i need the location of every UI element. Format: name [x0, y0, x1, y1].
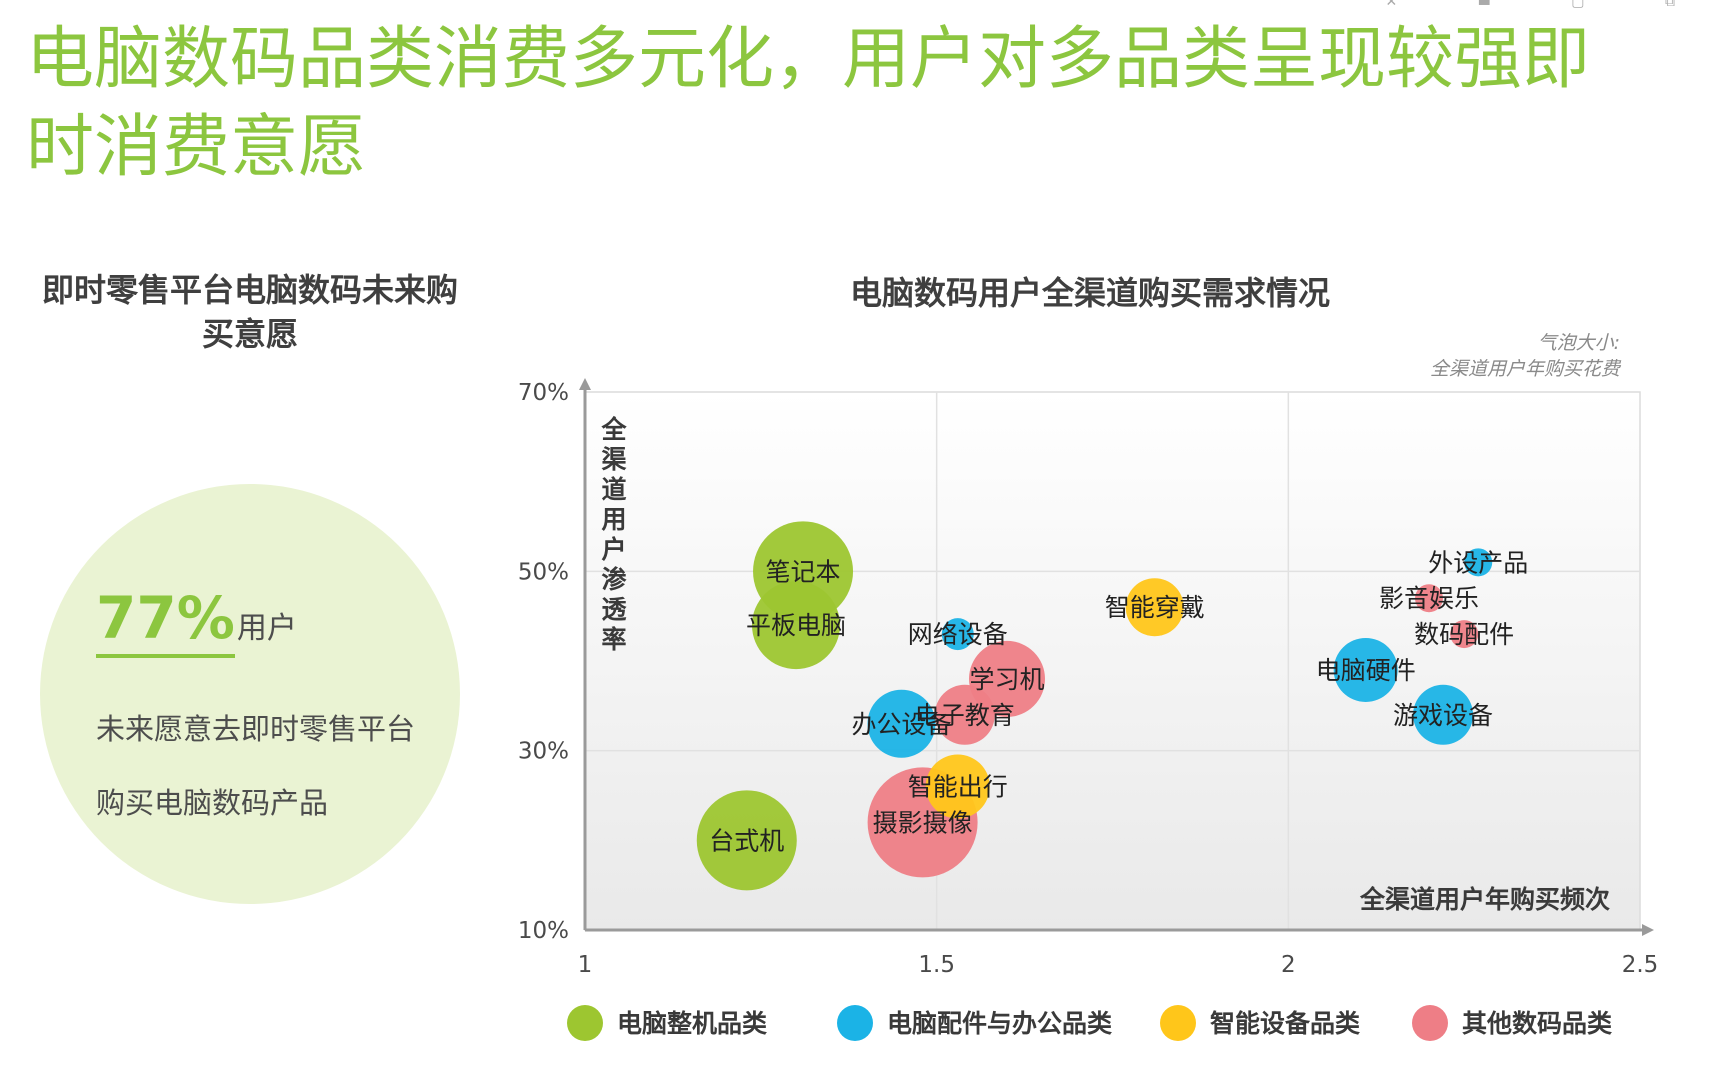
legend-marker — [1160, 1005, 1196, 1041]
legend-label: 电脑整机品类 — [617, 1009, 768, 1038]
bubble — [752, 581, 840, 670]
y-tick-label: 50% — [518, 559, 569, 585]
bubble — [1333, 637, 1398, 702]
bubble — [1415, 584, 1443, 613]
x-tick-label: 1.5 — [918, 952, 955, 978]
y-axis-title: 全渠道用户渗透率 — [600, 415, 627, 654]
bubble-label: 电子教育 — [915, 701, 1015, 730]
stat-line: 77%用户 — [96, 584, 297, 658]
bubble — [1464, 548, 1493, 577]
bubble-label: 平板电脑 — [746, 611, 846, 640]
bubble-label: 游戏设备 — [1393, 701, 1493, 730]
bubble-size-note: 气泡大小: 全渠道用户年购买花费 — [1330, 330, 1620, 382]
bubble-label: 笔记本 — [766, 557, 841, 586]
legend-marker — [1412, 1005, 1448, 1041]
legend-label: 其他数码品类 — [1462, 1009, 1613, 1038]
window-controls[interactable]: ✕ ▬ ▢ ⧉ — [1385, 0, 1713, 10]
bubble — [934, 684, 995, 745]
x-axis-title: 全渠道用户年购买频次 — [1359, 885, 1610, 914]
legend-label: 智能设备品类 — [1210, 1009, 1361, 1038]
bubble-note-line-1: 全渠道用户年购买花费 — [1429, 358, 1620, 380]
bubble-label: 外设产品 — [1428, 548, 1528, 577]
slide-title: 电脑数码品类消费多元化，用户对多品类呈现较强即时消费意愿 — [26, 20, 1591, 187]
bubble-label: 智能穿戴 — [1105, 593, 1205, 622]
stat-value: 77% — [96, 584, 235, 658]
legend-marker — [567, 1005, 603, 1041]
chart-title: 电脑数码用户全渠道购买需求情况 — [849, 274, 1330, 312]
bubble-label: 电脑硬件 — [1316, 656, 1416, 685]
bubble-label: 智能出行 — [908, 773, 1008, 802]
bubble-label: 摄影摄像 — [873, 808, 973, 837]
y-axis-arrow — [579, 378, 591, 390]
bubble — [867, 689, 936, 758]
bubble — [696, 790, 797, 891]
bubble-label: 数码配件 — [1414, 620, 1514, 649]
x-axis-arrow — [1642, 924, 1654, 936]
bubble — [1450, 620, 1479, 649]
left-panel-title: 即时零售平台电脑数码未来购买意愿 — [41, 271, 458, 353]
bubble — [941, 618, 974, 651]
x-tick-label: 2.5 — [1622, 952, 1659, 978]
y-tick-label: 70% — [518, 380, 569, 406]
bubble — [925, 754, 990, 819]
bubble-label: 台式机 — [709, 826, 784, 855]
x-tick-label: 2 — [1281, 952, 1296, 978]
bubble-label: 办公设备 — [851, 710, 951, 739]
stat-description: 未来愿意去即时零售平台购买电脑数码产品 — [96, 712, 416, 820]
bubble — [1413, 684, 1474, 745]
stat-unit: 用户 — [236, 611, 297, 646]
bubble — [1125, 578, 1184, 637]
bubble-note-line-0: 气泡大小: — [1537, 332, 1620, 354]
legend-label: 电脑配件与办公品类 — [887, 1009, 1113, 1038]
y-tick-label: 10% — [518, 918, 569, 944]
y-tick-label: 30% — [518, 739, 569, 765]
bubble-label: 网络设备 — [908, 620, 1008, 649]
x-tick-label: 1 — [578, 952, 593, 978]
legend-marker — [837, 1005, 873, 1041]
stat-circle: 77%用户 未来愿意去即时零售平台购买电脑数码产品 — [40, 484, 460, 904]
bubble-label: 学习机 — [969, 665, 1044, 694]
bubble-label: 影音娱乐 — [1379, 584, 1479, 613]
